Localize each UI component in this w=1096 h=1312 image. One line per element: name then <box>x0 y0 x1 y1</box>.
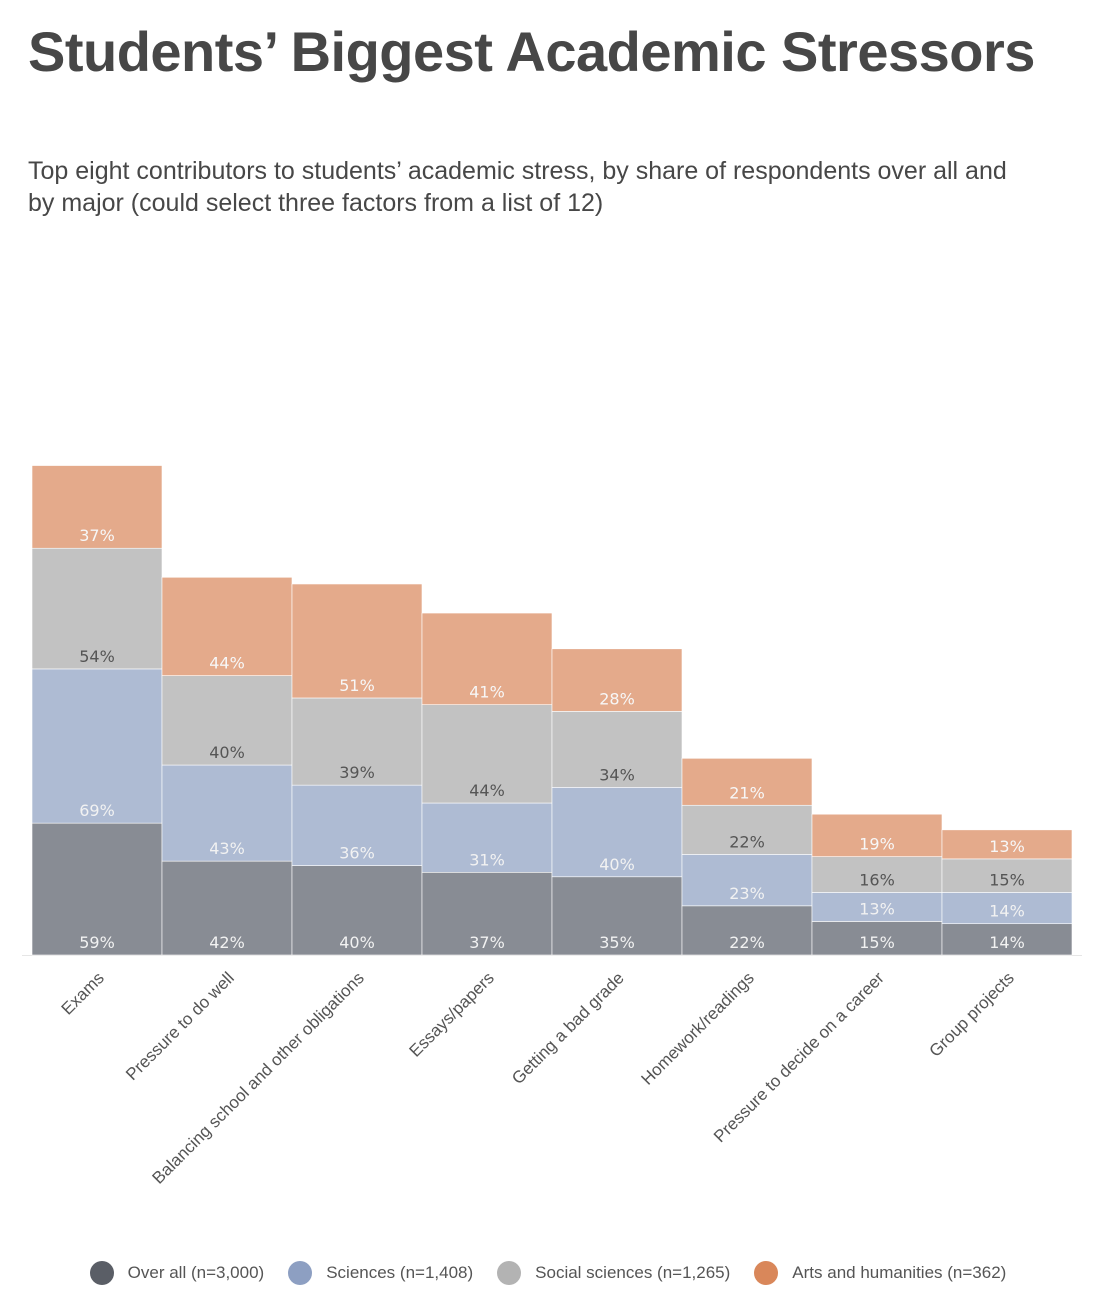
bar-segment[interactable] <box>941 892 1073 925</box>
x-tick-label: Balancing school and other obligations <box>149 968 368 1187</box>
x-tick-label: Group projects <box>926 968 1018 1060</box>
bar-value-label: 40% <box>209 743 245 762</box>
bar-value-label: 40% <box>599 855 635 874</box>
bar-segment[interactable] <box>811 813 943 857</box>
bar-segment[interactable] <box>421 612 553 705</box>
x-tick-label: Homework/readings <box>637 968 757 1088</box>
bar-value-label: 44% <box>469 781 505 800</box>
bar-value-label: 43% <box>209 839 245 858</box>
legend-label: Arts and humanities (n=362) <box>792 1263 1007 1282</box>
bar-value-label: 69% <box>79 801 115 820</box>
bar-segment[interactable] <box>291 784 423 866</box>
bar-value-label: 42% <box>209 933 245 952</box>
bar-value-label: 51% <box>339 676 375 695</box>
bar-value-label: 35% <box>599 933 635 952</box>
bar-value-label: 31% <box>469 850 505 869</box>
bar-value-label: 54% <box>79 647 115 666</box>
bar-value-label: 19% <box>859 835 895 854</box>
bar-segment[interactable] <box>291 583 423 699</box>
legend-swatch <box>497 1261 522 1285</box>
bar-segment[interactable] <box>551 787 683 878</box>
chart-subtitle: Top eight contributors to students’ acad… <box>28 157 1007 217</box>
bar-value-label: 23% <box>729 884 765 903</box>
bar-value-label: 13% <box>989 837 1025 856</box>
legend-label: Sciences (n=1,408) <box>326 1263 474 1282</box>
bar-segment[interactable] <box>291 697 423 786</box>
legend-label: Social sciences (n=1,265) <box>535 1263 731 1282</box>
bar-segment[interactable] <box>551 876 683 956</box>
x-tick-label: Essays/papers <box>406 968 498 1060</box>
bar-segment[interactable] <box>551 648 683 712</box>
legend-swatch <box>89 1261 114 1285</box>
bar-value-label: 37% <box>79 526 115 545</box>
bar-segment[interactable] <box>31 547 163 670</box>
bar-value-label: 16% <box>859 870 895 889</box>
legend-item: Social sciences (n=1,265) <box>497 1261 730 1285</box>
bar-value-label: 40% <box>339 933 375 952</box>
bar-segment[interactable] <box>291 865 423 956</box>
bar-segment[interactable] <box>421 802 553 873</box>
bar-segment[interactable] <box>421 872 553 956</box>
bar-segment[interactable] <box>681 804 813 855</box>
bar-value-label: 41% <box>469 683 505 702</box>
bar-segment[interactable] <box>161 675 293 766</box>
bar-segment[interactable] <box>811 921 943 956</box>
bar-value-label: 36% <box>339 844 375 863</box>
stacked-bar-chart: 59% 69% 54% 37% Exams 42% 43% 40% 44% Pressure to… <box>22 465 1082 1188</box>
legend-label: Over all (n=3,000) <box>127 1263 265 1282</box>
bar-value-label: 22% <box>729 933 765 952</box>
bar-value-label: 28% <box>599 689 635 708</box>
legend-swatch <box>288 1261 313 1285</box>
legend-item: Sciences (n=1,408) <box>288 1261 473 1285</box>
bar-segment[interactable] <box>681 905 813 956</box>
bar-value-label: 37% <box>469 933 505 952</box>
bar-segment[interactable] <box>941 858 1073 893</box>
chart-title: Students’ Biggest Academic Stressors <box>28 20 1035 83</box>
bar-value-label: 59% <box>79 933 115 952</box>
legend-item: Over all (n=3,000) <box>89 1261 265 1285</box>
bar-value-label: 14% <box>989 902 1025 921</box>
x-tick-label: Getting a bad grade <box>508 968 628 1088</box>
bar-segment[interactable] <box>31 465 163 549</box>
legend-swatch <box>754 1261 779 1285</box>
bar-value-label: 14% <box>989 933 1025 952</box>
bar-segment[interactable] <box>681 758 813 806</box>
bar-value-label: 34% <box>599 765 635 784</box>
bar-value-label: 22% <box>729 832 765 851</box>
bar-value-label: 15% <box>989 870 1025 889</box>
bar-value-label: 15% <box>859 933 895 952</box>
x-tick-label: Exams <box>58 968 108 1018</box>
bar-segment[interactable] <box>811 892 943 922</box>
bar-value-label: 21% <box>729 783 765 802</box>
legend-item: Arts and humanities (n=362) <box>754 1261 1006 1285</box>
bar-segment[interactable] <box>681 854 813 907</box>
x-tick-label: Pressure to do well <box>122 968 238 1084</box>
bar-segment[interactable] <box>811 856 943 893</box>
bar-segment[interactable] <box>941 829 1073 860</box>
bar-value-label: 44% <box>209 654 245 673</box>
bar-segment[interactable] <box>161 764 293 862</box>
bar-segment[interactable] <box>161 860 293 956</box>
bar-segment[interactable] <box>551 711 683 788</box>
bar-value-label: 39% <box>339 763 375 782</box>
bar-value-label: 13% <box>859 899 895 918</box>
bar-segment[interactable] <box>161 576 293 676</box>
chart-legend: Over all (n=3,000) Sciences (n=1,408) Soci… <box>0 1260 1096 1286</box>
bar-segment[interactable] <box>31 668 163 824</box>
